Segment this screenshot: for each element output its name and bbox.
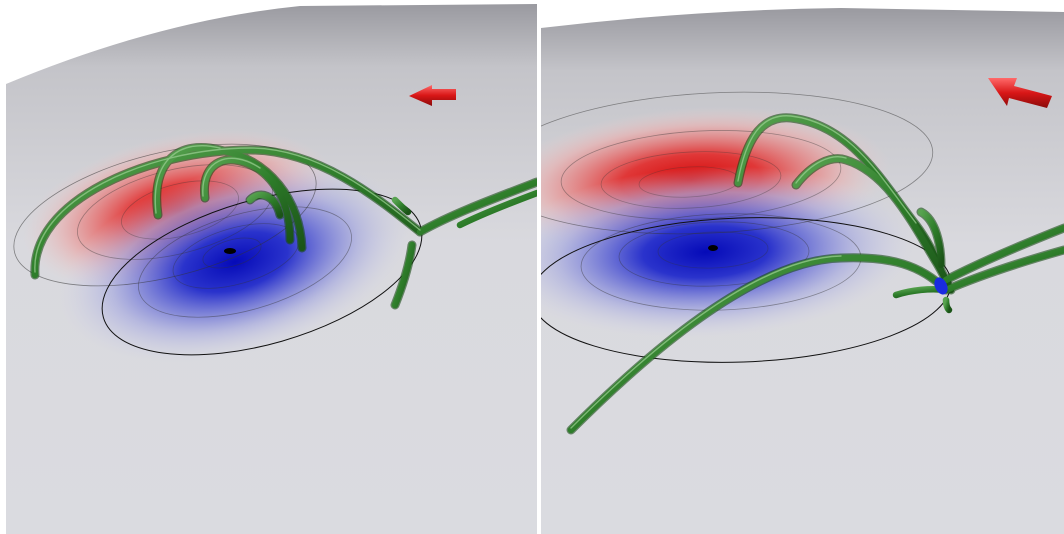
field-lines bbox=[566, 113, 1064, 435]
null-point-marker bbox=[934, 277, 948, 295]
contour-lines bbox=[541, 91, 952, 363]
left-panel-figure bbox=[6, 4, 537, 534]
direction-arrow-icon bbox=[988, 78, 1052, 108]
panel-divider bbox=[537, 0, 541, 534]
negative-pole-center bbox=[224, 248, 236, 254]
negative-polarity-region bbox=[541, 166, 916, 338]
field-lines bbox=[30, 143, 537, 310]
left-panel bbox=[6, 4, 537, 534]
right-panel bbox=[541, 0, 1064, 534]
negative-polarity-region bbox=[59, 161, 411, 363]
right-panel-figure bbox=[541, 0, 1064, 534]
negative-pole-center bbox=[708, 245, 718, 251]
direction-arrow-icon bbox=[409, 85, 456, 106]
